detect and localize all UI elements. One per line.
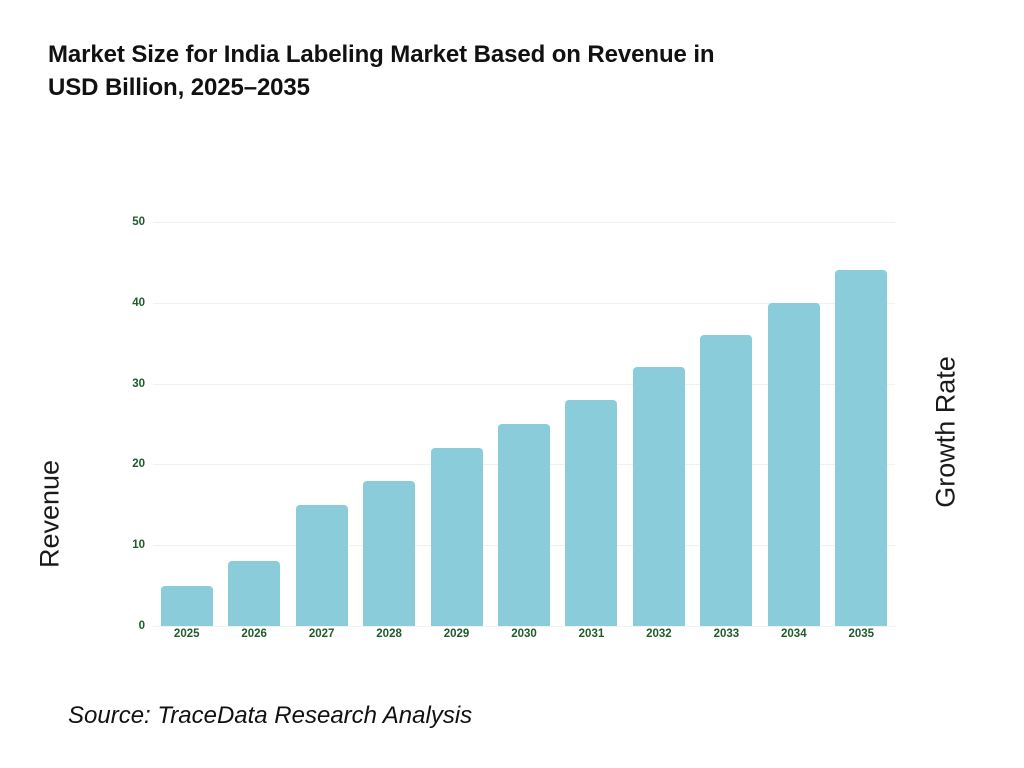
bar[interactable] — [160, 585, 213, 626]
x-tick-label: 2029 — [443, 628, 470, 640]
x-tick-label: 2030 — [511, 628, 537, 640]
x-tick-label: 2033 — [713, 628, 740, 640]
bar[interactable] — [632, 367, 685, 626]
gridline — [153, 222, 895, 223]
x-tick-label: 2032 — [646, 628, 672, 640]
bar[interactable] — [228, 561, 281, 626]
y-axis-tick-labels: 0 10 20 30 40 50 — [105, 216, 145, 632]
bar[interactable] — [700, 335, 753, 626]
x-axis-tick-labels: 2025 2026 2027 2028 2029 2030 2031 2032 2033 2034… — [153, 628, 895, 648]
plot-area — [153, 222, 895, 627]
x-tick-label: 2034 — [781, 628, 807, 640]
bar[interactable] — [295, 504, 348, 626]
y-tick-label: 10 — [132, 539, 145, 552]
y-tick-label: 40 — [132, 296, 145, 309]
y-axis-title-text: Revenue — [34, 459, 65, 569]
secondary-y-axis-title: Growth Rate — [896, 332, 996, 532]
y-tick-label: 30 — [132, 377, 145, 390]
x-tick-label: 2028 — [376, 628, 402, 640]
x-tick-label: 2035 — [848, 628, 875, 640]
chart-title: Market Size for India Labeling Market Ba… — [48, 41, 715, 102]
y-tick-label: 0 — [138, 620, 145, 632]
x-tick-label: 2027 — [308, 628, 335, 640]
gridline — [153, 626, 895, 627]
x-tick-label: 2031 — [578, 628, 605, 640]
gridline — [153, 383, 895, 385]
bar[interactable] — [767, 302, 820, 626]
x-tick-label: 2026 — [241, 628, 267, 640]
bar[interactable] — [498, 424, 550, 626]
y-tick-label: 50 — [132, 216, 145, 228]
x-tick-label: 2025 — [173, 628, 200, 640]
bar[interactable] — [565, 399, 618, 626]
bar[interactable] — [430, 448, 483, 626]
bar[interactable] — [835, 270, 888, 626]
secondary-y-axis-title-text: Growth Rate — [930, 356, 961, 508]
y-tick-label: 20 — [132, 458, 145, 471]
y-axis-title: Revenue — [0, 424, 100, 604]
gridline — [153, 302, 895, 304]
bar[interactable] — [363, 480, 416, 626]
source-note: Source: TraceData Research Analysis — [68, 702, 473, 729]
